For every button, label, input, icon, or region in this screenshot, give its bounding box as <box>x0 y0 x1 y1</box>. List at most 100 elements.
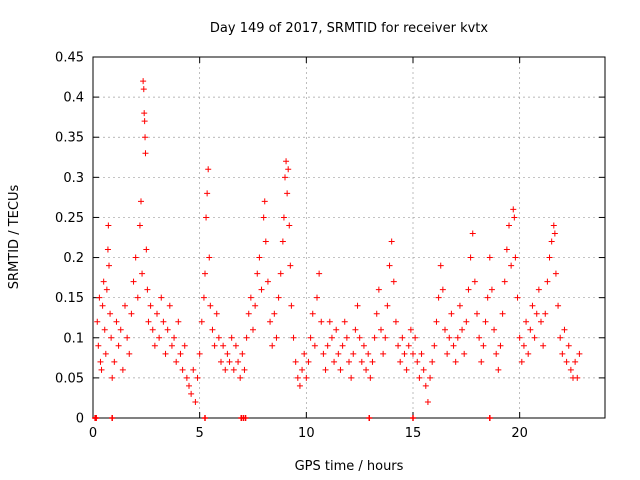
data-point <box>405 342 412 349</box>
data-point <box>101 326 108 333</box>
data-point <box>439 286 446 293</box>
data-point <box>151 342 158 349</box>
data-point <box>542 310 549 317</box>
x-tick-label: 10 <box>298 426 315 441</box>
data-point <box>103 286 110 293</box>
data-point <box>100 278 107 285</box>
data-point <box>444 350 451 357</box>
data-point <box>437 262 444 269</box>
data-point <box>164 326 171 333</box>
data-point <box>177 350 184 357</box>
data-point <box>299 366 306 373</box>
data-point <box>296 382 303 389</box>
data-point <box>192 398 199 405</box>
data-point <box>140 86 147 93</box>
data-point <box>559 350 566 357</box>
data-point <box>478 358 485 365</box>
data-point <box>132 254 139 261</box>
data-point <box>395 342 402 349</box>
data-point <box>122 302 128 309</box>
data-point <box>258 286 265 293</box>
zero-point <box>202 415 208 421</box>
data-point <box>179 366 186 373</box>
data-point <box>431 342 438 349</box>
data-point <box>285 166 292 173</box>
data-point <box>261 198 268 205</box>
data-point <box>290 334 297 341</box>
data-point <box>544 278 551 285</box>
data-point <box>282 174 288 181</box>
data-point <box>446 334 453 341</box>
data-point <box>277 270 284 277</box>
data-point <box>108 334 115 341</box>
data-point <box>166 302 173 309</box>
data-point <box>538 318 544 325</box>
data-point <box>149 326 156 333</box>
data-point <box>207 302 214 309</box>
data-point <box>567 366 574 373</box>
data-point <box>375 286 382 293</box>
data-point <box>550 222 557 229</box>
data-point <box>414 358 421 365</box>
data-point <box>429 358 436 365</box>
y-tick-label: 0.2 <box>63 251 84 266</box>
data-point <box>279 238 286 245</box>
data-point <box>97 358 104 365</box>
data-point <box>158 294 165 301</box>
data-point <box>403 366 410 373</box>
data-point <box>574 374 581 381</box>
data-point <box>314 294 320 301</box>
data-point <box>156 334 163 341</box>
data-point <box>107 310 114 317</box>
zero-point <box>242 415 249 421</box>
data-point <box>382 334 389 341</box>
data-point <box>397 358 404 365</box>
data-point <box>96 294 103 301</box>
data-point <box>213 310 220 317</box>
data-point <box>456 302 463 309</box>
data-point <box>113 318 120 325</box>
chart-title: Day 149 of 2017, SRMTID for receiver kvt… <box>210 21 488 36</box>
data-point <box>482 318 489 325</box>
data-point <box>459 326 466 333</box>
data-point <box>205 166 212 173</box>
zero-point <box>366 415 373 421</box>
data-point <box>260 214 267 221</box>
data-point <box>551 230 558 237</box>
data-point <box>356 334 363 341</box>
data-point <box>484 294 491 301</box>
data-point <box>480 342 487 349</box>
data-point <box>136 222 143 229</box>
data-point <box>206 254 213 261</box>
data-point <box>271 310 278 317</box>
data-point <box>287 262 294 269</box>
data-point <box>346 358 352 365</box>
data-point <box>476 334 483 341</box>
data-point <box>105 222 112 229</box>
data-point <box>283 158 290 165</box>
data-point <box>102 350 109 357</box>
data-point <box>171 334 178 341</box>
data-point <box>390 278 397 285</box>
data-point <box>183 374 190 381</box>
data-point <box>525 350 532 357</box>
data-point <box>512 254 519 261</box>
data-point <box>301 350 308 357</box>
data-point <box>175 318 182 325</box>
data-point <box>237 374 244 381</box>
y-tick-label: 0.25 <box>55 211 84 226</box>
data-point <box>316 270 323 277</box>
data-point <box>117 326 124 333</box>
data-point <box>144 286 151 293</box>
data-point <box>467 254 474 261</box>
data-point <box>548 238 555 245</box>
data-point <box>506 222 512 229</box>
data-point <box>448 310 455 317</box>
data-point <box>284 190 291 197</box>
data-point <box>486 254 493 261</box>
data-point <box>401 350 408 357</box>
data-point <box>510 206 517 213</box>
data-point <box>452 358 459 365</box>
data-point <box>202 270 208 277</box>
data-point <box>138 198 144 205</box>
